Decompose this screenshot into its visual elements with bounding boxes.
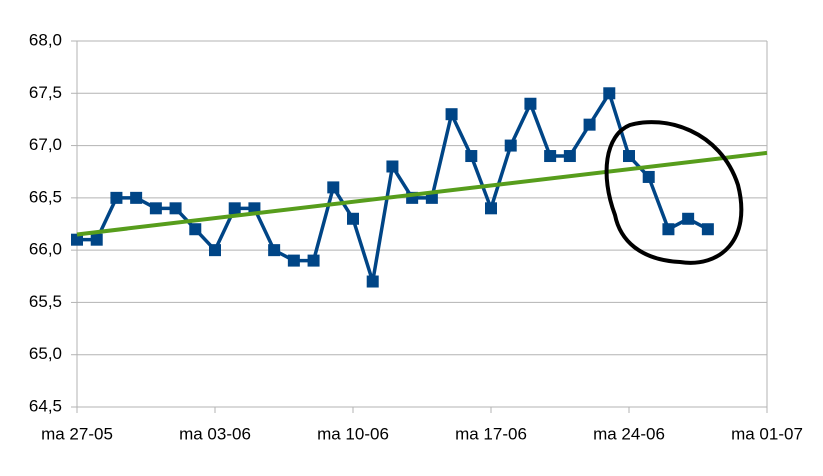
data-point — [287, 254, 300, 267]
data-point — [524, 97, 537, 110]
y-tick-label: 67,5 — [29, 83, 62, 102]
data-point — [110, 191, 123, 204]
y-tick-label: 64,5 — [29, 396, 62, 415]
data-point — [366, 275, 379, 288]
y-tick-label: 67,0 — [29, 135, 62, 154]
y-tick-label: 66,0 — [29, 240, 62, 259]
data-point — [327, 181, 340, 194]
data-point — [307, 254, 320, 267]
data-point — [662, 223, 675, 236]
data-point — [642, 170, 655, 183]
data-point — [544, 150, 557, 163]
x-tick-label: ma 24-06 — [593, 424, 665, 443]
data-point — [563, 150, 576, 163]
data-point — [583, 118, 596, 131]
y-tick-label: 65,0 — [29, 344, 62, 363]
y-tick-label: 68,0 — [29, 30, 62, 49]
data-point — [130, 191, 143, 204]
data-point — [209, 244, 221, 257]
data-point — [485, 202, 497, 215]
data-point — [347, 212, 359, 225]
data-point — [445, 108, 458, 121]
x-tick-label: ma 03-06 — [179, 424, 251, 443]
trend-line — [76, 150, 768, 237]
series-line — [77, 91, 709, 284]
data-point — [465, 150, 478, 163]
data-point — [682, 212, 695, 225]
data-point — [603, 87, 616, 100]
x-tick-label: ma 01-07 — [731, 424, 803, 443]
data-point — [228, 202, 241, 215]
data-point — [71, 233, 83, 246]
data-point — [169, 202, 182, 215]
x-tick-label: ma 17-06 — [455, 424, 527, 443]
data-point — [90, 233, 103, 246]
x-tick-label: ma 10-06 — [317, 424, 389, 443]
data-point — [189, 223, 202, 236]
y-tick-label: 66,5 — [29, 187, 62, 206]
y-tick-label: 65,5 — [29, 292, 62, 311]
x-tick-label: ma 27-05 — [41, 424, 113, 443]
data-point — [149, 202, 162, 215]
data-point — [701, 223, 714, 236]
circle-annotation — [604, 120, 744, 265]
data-point — [504, 139, 517, 152]
data-point — [623, 150, 635, 163]
data-point — [268, 244, 281, 257]
data-point — [386, 160, 399, 173]
